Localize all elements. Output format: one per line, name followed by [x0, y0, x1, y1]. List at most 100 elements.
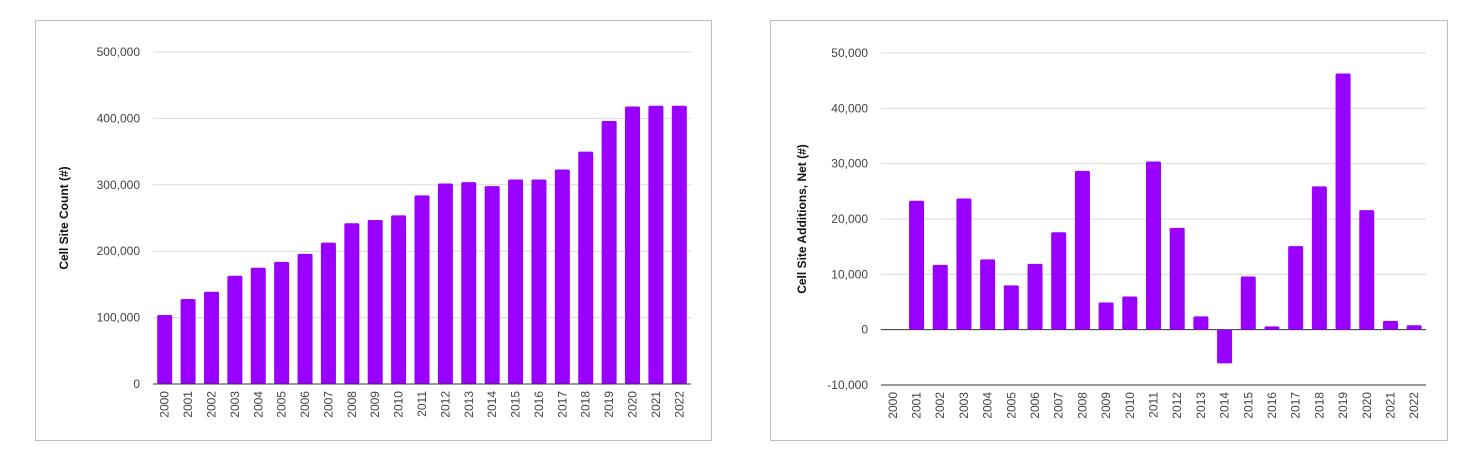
bar-2004: [250, 267, 266, 384]
bar-2003: [956, 198, 972, 330]
x-tick-label: 2022: [672, 391, 686, 418]
x-tick-label: 2003: [957, 392, 971, 419]
x-tick-label: 2000: [886, 392, 900, 419]
x-tick-label: 2018: [1312, 392, 1326, 419]
bar-2018: [1311, 186, 1327, 330]
bar-2015: [1240, 276, 1256, 330]
bar-2019: [1335, 73, 1351, 330]
x-tick-label: 2012: [438, 391, 452, 418]
bar-2005: [274, 261, 290, 384]
y-tick-label: 0: [133, 377, 140, 391]
x-tick-label: 2013: [1194, 392, 1208, 419]
bar-2011: [1146, 161, 1161, 330]
bar-2016: [1264, 326, 1280, 330]
x-tick-label: 2006: [1028, 392, 1042, 419]
bar-2018: [578, 151, 594, 384]
bar-2001: [180, 299, 196, 384]
y-tick-label: 100,000: [97, 311, 141, 325]
x-tick-label: 2014: [1218, 392, 1232, 419]
bar-2006: [297, 253, 313, 384]
x-tick-label: 2019: [1336, 392, 1350, 419]
x-tick-label: 2008: [1075, 392, 1089, 419]
bar-2020: [1359, 210, 1375, 330]
x-tick-label: 2004: [251, 391, 265, 418]
y-tick-label: 10,000: [831, 267, 868, 281]
x-tick-label: 2020: [626, 391, 640, 418]
y-tick-label: 400,000: [97, 111, 141, 125]
x-tick-label: 2014: [485, 391, 499, 418]
x-tick-label: 2016: [1265, 392, 1279, 419]
bar-2022: [671, 105, 687, 384]
x-tick-label: 2002: [933, 392, 947, 419]
x-tick-label: 2004: [981, 392, 995, 419]
bar-2004: [980, 259, 996, 330]
cell-site-additions-chart: -10,000 0 10,000 20,000 30,000 40,000 50,000 20…: [770, 20, 1448, 441]
y-tick-label: 0: [861, 323, 868, 337]
x-tick-label: 2021: [1383, 392, 1397, 419]
x-tick-label: 2009: [1099, 392, 1113, 419]
x-tick-label: 2021: [649, 391, 663, 418]
y-tick-label: 30,000: [831, 157, 868, 171]
bar-2011: [414, 195, 430, 384]
x-tick-label: 2010: [392, 391, 406, 418]
bar-2010: [1122, 296, 1138, 330]
bar-2006: [1027, 263, 1043, 330]
y-tick-label: 300,000: [97, 178, 141, 192]
bar-2014: [484, 186, 500, 384]
x-tick-label: 2013: [462, 391, 476, 418]
bar-2009: [1098, 302, 1114, 330]
x-tick-label: 2001: [181, 391, 195, 418]
x-tick-label: 2018: [579, 391, 593, 418]
y-tick-label: 50,000: [831, 46, 868, 60]
cell-site-count-chart-svg: 0 100,000 200,000 300,000 400,000 500,000 2000…: [57, 45, 691, 418]
x-tick-label: 2000: [158, 391, 172, 418]
x-tick-label: 2007: [1052, 392, 1066, 419]
bar-2013: [461, 182, 477, 384]
y-axis-title: Cell Site Count (#): [57, 166, 71, 269]
bar-2007: [1051, 232, 1067, 330]
x-tick-label: 2017: [1289, 392, 1303, 419]
x-tick-label: 2002: [204, 391, 218, 418]
bar-2019: [601, 121, 617, 384]
x-tick-label: 2020: [1360, 392, 1374, 419]
bar-2021: [1382, 320, 1398, 330]
bar-2013: [1193, 316, 1209, 330]
x-tick-label: 2010: [1123, 392, 1137, 419]
x-tick-label: 2016: [532, 391, 546, 418]
x-tick-label: 2006: [298, 391, 312, 418]
bar-2007: [320, 242, 336, 384]
bar-2016: [531, 179, 547, 384]
bar-2020: [625, 106, 641, 384]
y-tick-label: 20,000: [831, 212, 868, 226]
bar-2022: [1406, 325, 1422, 330]
cell-site-count-chart: 0 100,000 200,000 300,000 400,000 500,000 2000…: [35, 20, 712, 441]
x-tick-label: 2017: [555, 391, 569, 418]
x-tick-label: 2011: [1147, 392, 1161, 418]
bar-2017: [1288, 246, 1304, 330]
x-tick-label: 2022: [1407, 392, 1421, 419]
x-tick-label: 2005: [275, 391, 289, 418]
bar-2005: [1003, 285, 1019, 330]
bar-2012: [437, 183, 453, 384]
x-tick-label: 2007: [321, 391, 335, 418]
bar-2015: [508, 179, 524, 384]
bar-2002: [203, 291, 219, 384]
y-axis-title: Cell Site Additions, Net (#): [795, 144, 809, 294]
y-tick-label: 500,000: [97, 45, 141, 59]
x-tick-label: 2011: [415, 391, 429, 417]
y-tick-label: 200,000: [97, 244, 141, 258]
cell-site-additions-chart-svg: -10,000 0 10,000 20,000 30,000 40,000 50,000 20…: [795, 46, 1426, 419]
x-tick-label: 2008: [345, 391, 359, 418]
bar-2000: [157, 314, 173, 384]
y-tick-label: -10,000: [827, 378, 868, 392]
bar-2014: [1217, 329, 1233, 364]
bar-2021: [648, 105, 664, 384]
x-tick-label: 2001: [910, 392, 924, 419]
x-tick-label: 2003: [228, 391, 242, 418]
bar-2008: [344, 223, 360, 384]
bar-2003: [227, 275, 243, 384]
bar-2017: [554, 169, 570, 384]
y-tick-label: 40,000: [831, 101, 868, 115]
x-tick-label: 2009: [368, 391, 382, 418]
bar-2008: [1074, 170, 1090, 330]
